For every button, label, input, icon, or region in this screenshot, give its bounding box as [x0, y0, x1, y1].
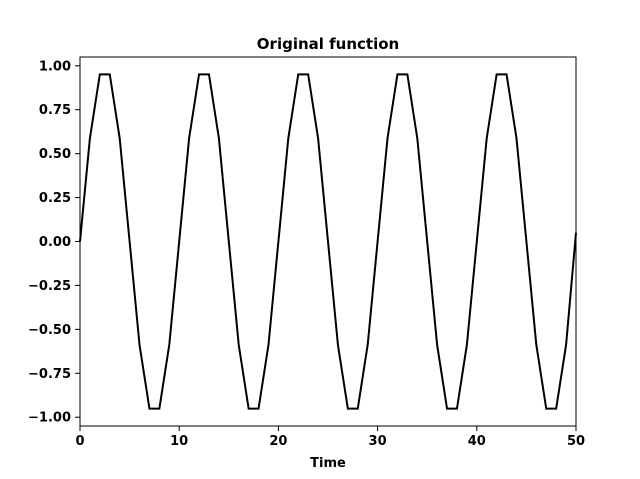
axes-frame	[79, 56, 577, 427]
x-tick-label: 30	[369, 434, 387, 449]
y-tick-label: 0.25	[39, 191, 71, 206]
chart-title: Original function	[257, 35, 399, 53]
series-line	[79, 73, 577, 410]
y-tick-label: −0.75	[28, 367, 71, 382]
x-tick-label: 20	[269, 434, 287, 449]
x-tick-label: 50	[567, 434, 585, 449]
y-tick-label: 0.75	[39, 103, 71, 118]
y-tick-label: 1.00	[39, 59, 71, 74]
x-tick-label: 0	[75, 434, 84, 449]
y-tick-label: 0.50	[39, 147, 71, 162]
y-tick-label: −0.25	[28, 279, 71, 294]
x-axis-label: Time	[310, 456, 346, 471]
x-tick-label: 10	[170, 434, 188, 449]
tick-layer: 0 10 20 30 40 50 −1.00 −0.75 −0.50 −0.25 0.00 0.25 0…	[28, 59, 585, 449]
y-tick-label: 0.00	[39, 235, 71, 250]
plot-area	[79, 73, 577, 410]
y-tick-label: −1.00	[28, 411, 71, 426]
x-tick-label: 40	[468, 434, 486, 449]
y-tick-label: −0.50	[28, 323, 71, 338]
